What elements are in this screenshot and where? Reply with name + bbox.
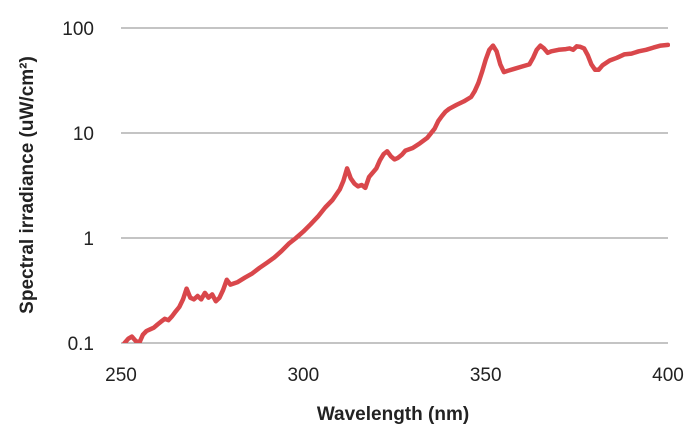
x-tick-label: 250 <box>105 365 137 386</box>
y-axis-label: Spectral irradiance (uW/cm²) <box>17 56 38 314</box>
series-layer <box>121 42 670 343</box>
y-tick-label: 1 <box>83 229 94 250</box>
y-tick-labels: 0.1 1 10 100 <box>62 19 94 355</box>
x-axis-label: Wavelength (nm) <box>317 404 469 425</box>
y-tick-label: 0.1 <box>68 334 94 355</box>
series-line-0 <box>121 42 670 343</box>
x-tick-label: 400 <box>652 365 684 386</box>
x-tick-label: 300 <box>287 365 319 386</box>
x-tick-labels: 250 300 350 400 <box>105 365 684 386</box>
x-tick-label: 350 <box>470 365 502 386</box>
gridlines <box>121 27 668 344</box>
y-tick-label: 100 <box>62 19 94 40</box>
y-tick-label: 10 <box>73 124 94 145</box>
